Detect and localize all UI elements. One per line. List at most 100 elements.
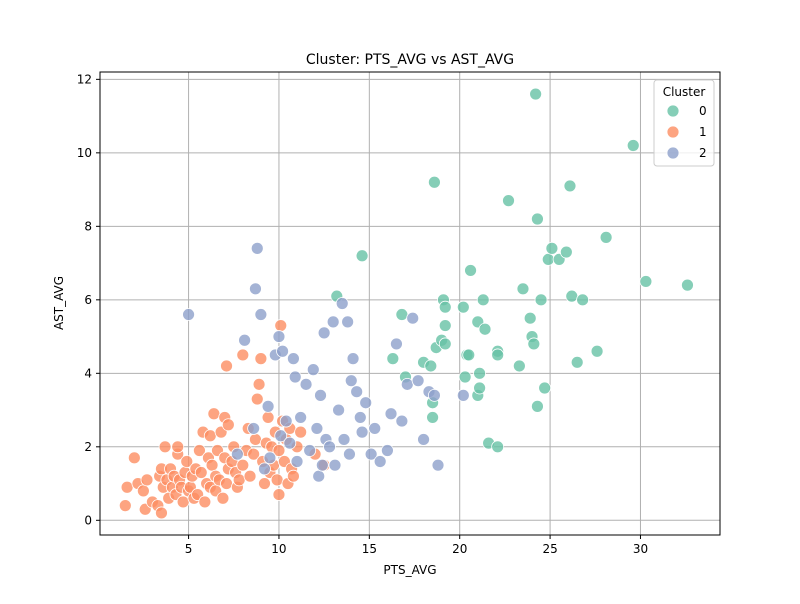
data-point [216, 491, 230, 505]
data-point [424, 359, 438, 373]
data-point [390, 337, 403, 351]
data-point [243, 469, 257, 483]
data-point [247, 422, 261, 435]
data-point [337, 433, 351, 446]
data-point [182, 308, 195, 321]
data-point [252, 377, 266, 391]
data-point [502, 194, 515, 208]
data-point [294, 425, 308, 439]
data-point [272, 330, 286, 343]
data-point [559, 245, 573, 259]
x-ticks: 5 10 15 20 25 30 [185, 535, 648, 556]
data-point [158, 440, 172, 454]
data-point [355, 249, 369, 263]
data-point [283, 436, 297, 450]
data-point [250, 241, 264, 255]
data-point [343, 447, 356, 461]
data-point [220, 359, 233, 373]
data-point [310, 422, 324, 435]
data-point [258, 462, 271, 476]
data-point [491, 348, 505, 362]
data-point [270, 473, 284, 487]
data-point [411, 374, 425, 388]
x-tick-label: 20 [452, 542, 467, 556]
data-point [261, 411, 275, 424]
y-ticks: 0 2 4 6 8 10 12 [77, 72, 100, 527]
data-point [541, 253, 555, 266]
y-tick-label: 4 [84, 366, 92, 380]
data-point [576, 293, 590, 307]
data-point [473, 381, 486, 395]
data-point [428, 388, 441, 402]
data-point [565, 289, 579, 303]
data-point [516, 282, 530, 296]
data-point [395, 414, 409, 428]
data-point [512, 359, 526, 373]
data-point [290, 455, 304, 468]
data-point [194, 466, 208, 479]
data-point [368, 422, 382, 435]
data-point [431, 458, 445, 472]
y-tick-label: 12 [77, 72, 92, 86]
data-point [249, 433, 262, 446]
data-point [120, 480, 134, 494]
data-point [373, 455, 387, 468]
data-point [198, 495, 212, 509]
data-point [317, 326, 331, 340]
data-point [626, 139, 640, 152]
x-tick-label: 5 [185, 542, 193, 556]
data-point [136, 484, 150, 498]
data-point [279, 414, 293, 428]
data-point [346, 352, 360, 366]
data-point [274, 319, 288, 332]
data-point [140, 473, 154, 487]
data-point [155, 506, 168, 520]
legend-label: 2 [699, 146, 707, 160]
data-point [232, 473, 246, 487]
legend-marker [666, 104, 680, 118]
data-point [531, 399, 544, 413]
legend-frame [653, 79, 715, 167]
legend-label: 0 [699, 104, 707, 118]
data-point [193, 444, 206, 457]
data-points [118, 87, 694, 520]
data-point [599, 230, 613, 244]
data-point [323, 440, 336, 454]
data-point [171, 440, 185, 454]
data-point [529, 87, 543, 101]
data-point [250, 392, 264, 406]
data-point [205, 458, 219, 472]
data-point [236, 348, 250, 362]
data-point [476, 293, 490, 307]
data-point [355, 425, 369, 439]
chart-title: Cluster: PTS_AVG vs AST_AVG [306, 52, 514, 68]
data-point [335, 297, 349, 310]
data-point [478, 322, 492, 336]
series-1 [118, 319, 331, 520]
data-point [464, 264, 477, 277]
data-point [426, 411, 439, 424]
data-point [538, 381, 552, 395]
data-point [438, 300, 452, 314]
series-0 [330, 87, 694, 454]
data-point [221, 418, 235, 432]
data-point [458, 370, 472, 384]
data-point [590, 344, 604, 358]
data-point [274, 429, 288, 443]
data-point [312, 469, 326, 483]
y-tick-label: 2 [84, 440, 92, 454]
data-point [207, 407, 221, 421]
data-point [258, 477, 271, 490]
data-point [288, 370, 302, 384]
data-point [303, 444, 317, 457]
data-point [127, 451, 141, 465]
y-tick-label: 6 [84, 293, 92, 307]
data-point [400, 377, 414, 391]
data-point [326, 315, 340, 329]
legend-label: 1 [699, 125, 707, 139]
data-point [254, 308, 268, 321]
data-point [118, 499, 132, 513]
data-point [545, 241, 559, 255]
data-point [287, 352, 300, 366]
